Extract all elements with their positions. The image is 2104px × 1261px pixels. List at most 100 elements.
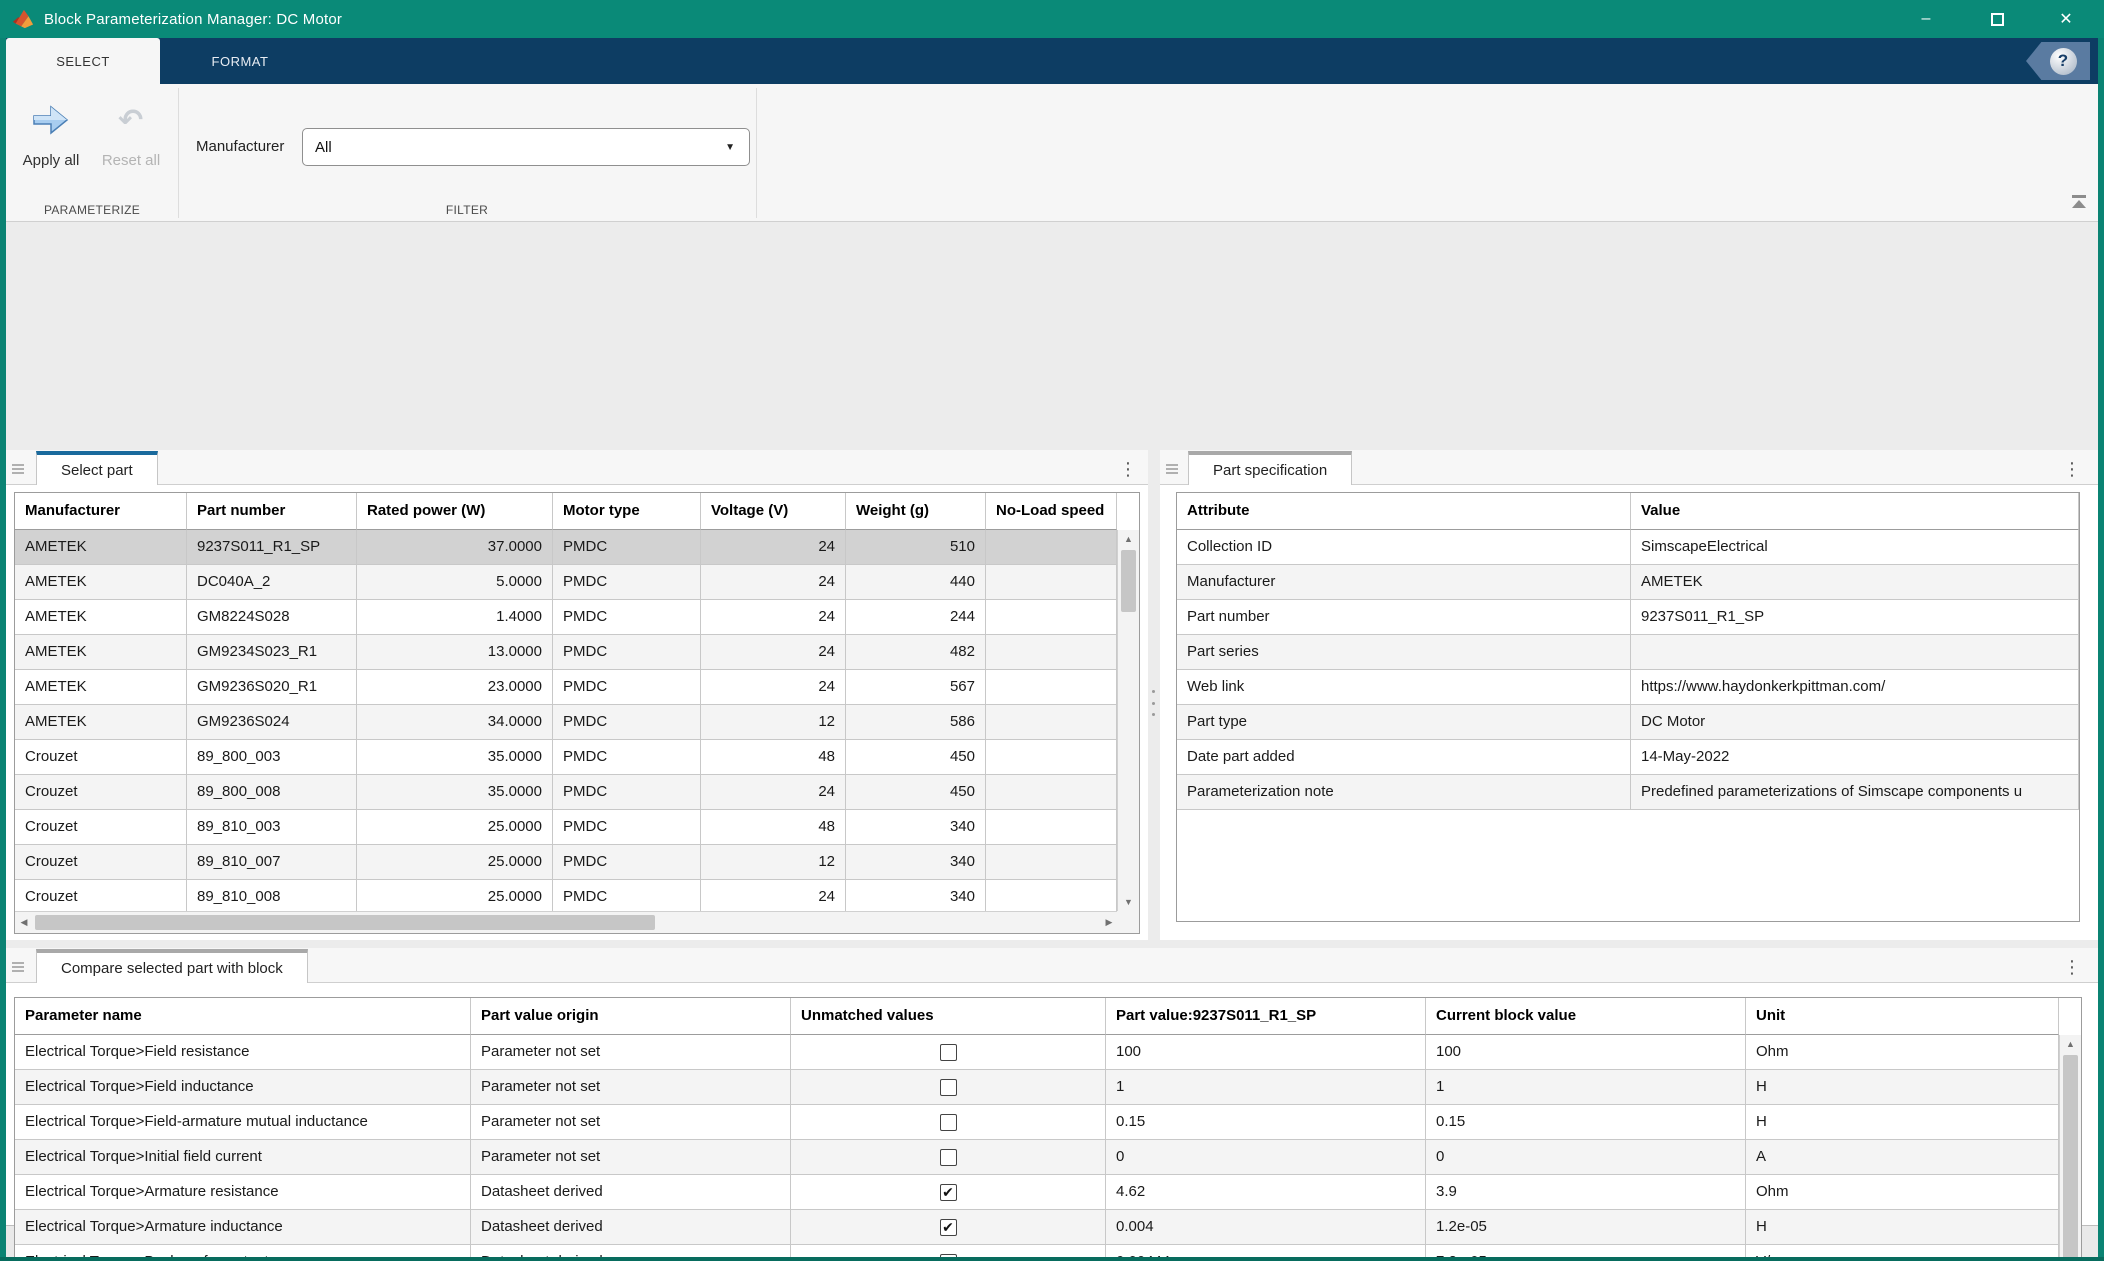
table-row[interactable]: Crouzet89_810_00325.0000PMDC48340: [15, 810, 1117, 845]
column-header[interactable]: Voltage (V): [701, 493, 846, 530]
reset-all-button[interactable]: ↷ Reset all: [92, 94, 170, 190]
no-load-speed-cell: [986, 600, 1117, 635]
help-icon: ?: [2050, 48, 2077, 75]
attribute-cell: Web link: [1177, 670, 1631, 705]
scrollbar-corner: [1117, 911, 1139, 933]
scrollbar-thumb[interactable]: [1121, 550, 1136, 612]
panel-drag-handle-icon[interactable]: [12, 960, 24, 974]
horizontal-scrollbar[interactable]: ◀ ▶: [15, 911, 1118, 933]
vertical-splitter[interactable]: [1148, 450, 1160, 940]
parameter-name-cell: Electrical Torque>Armature resistance: [15, 1175, 471, 1210]
table-row[interactable]: Crouzet89_800_00835.0000PMDC24450: [15, 775, 1117, 810]
unmatched-checkbox[interactable]: ✔: [940, 1254, 957, 1261]
motor-type-cell: PMDC: [553, 530, 701, 565]
column-header[interactable]: Part value origin: [471, 998, 791, 1035]
scrollbar-thumb[interactable]: [35, 915, 655, 930]
compare-table-header-row: Parameter namePart value originUnmatched…: [15, 998, 2059, 1035]
column-header[interactable]: Unmatched values: [791, 998, 1106, 1035]
value-cell: AMETEK: [1631, 565, 2079, 600]
table-row[interactable]: AMETEKGM9234S023_R113.0000PMDC24482: [15, 635, 1117, 670]
column-header[interactable]: Manufacturer: [15, 493, 187, 530]
weight-cell: 450: [846, 740, 986, 775]
table-row[interactable]: AMETEKGM9236S02434.0000PMDC12586: [15, 705, 1117, 740]
column-header[interactable]: Parameter name: [15, 998, 471, 1035]
minimize-button[interactable]: –: [1903, 0, 1949, 38]
scroll-left-icon[interactable]: ◀: [15, 912, 33, 933]
panel-drag-handle-icon[interactable]: [12, 462, 24, 476]
maximize-button[interactable]: [1974, 0, 2020, 38]
rated-power-cell: 35.0000: [357, 740, 553, 775]
column-header[interactable]: Unit: [1746, 998, 2059, 1035]
parameter-name-cell: Electrical Torque>Field inductance: [15, 1070, 471, 1105]
scrollbar-thumb[interactable]: [2063, 1055, 2078, 1261]
no-load-speed-cell: [986, 670, 1117, 705]
table-row: Electrical Torque>Initial field currentP…: [15, 1140, 2059, 1175]
attribute-cell: Date part added: [1177, 740, 1631, 775]
vertical-scrollbar[interactable]: ▲ ▼: [1117, 530, 1139, 911]
weight-cell: 482: [846, 635, 986, 670]
motor-type-cell: PMDC: [553, 810, 701, 845]
tab-compare[interactable]: Compare selected part with block: [36, 949, 308, 983]
current-block-value-cell: 1.2e-05: [1426, 1210, 1746, 1245]
table-row[interactable]: Crouzet89_810_00725.0000PMDC12340: [15, 845, 1117, 880]
table-row: Electrical Torque>Armature inductanceDat…: [15, 1210, 2059, 1245]
table-row[interactable]: Crouzet89_800_00335.0000PMDC48450: [15, 740, 1117, 775]
panel-menu-icon[interactable]: ⋮: [1118, 459, 1138, 480]
horizontal-splitter[interactable]: [0, 940, 2104, 948]
column-header[interactable]: Part number: [187, 493, 357, 530]
table-row[interactable]: AMETEKGM8224S0281.4000PMDC24244: [15, 600, 1117, 635]
unmatched-checkbox[interactable]: [940, 1114, 957, 1131]
panel-menu-icon[interactable]: ⋮: [2062, 459, 2082, 480]
panel-drag-handle-icon[interactable]: [1166, 462, 1178, 476]
unmatched-values-cell: [791, 1140, 1106, 1175]
tab-part-specification[interactable]: Part specification: [1188, 451, 1352, 485]
tab-select-part[interactable]: Select part: [36, 451, 158, 485]
table-row[interactable]: AMETEKDC040A_25.0000PMDC24440: [15, 565, 1117, 600]
collapse-toolstrip-button[interactable]: [2068, 195, 2090, 213]
unit-cell: Ohm: [1746, 1035, 2059, 1070]
table-row[interactable]: AMETEK9237S011_R1_SP37.0000PMDC24510: [15, 530, 1117, 565]
column-header[interactable]: Part value:9237S011_R1_SP: [1106, 998, 1426, 1035]
column-header[interactable]: Rated power (W): [357, 493, 553, 530]
no-load-speed-cell: [986, 810, 1117, 845]
scroll-down-icon[interactable]: ▼: [1118, 893, 1139, 911]
unmatched-checkbox[interactable]: [940, 1044, 957, 1061]
current-block-value-cell: 7.2e-05: [1426, 1245, 1746, 1261]
apply-all-button[interactable]: Apply all: [12, 94, 90, 190]
no-load-speed-cell: [986, 880, 1117, 915]
rated-power-cell: 13.0000: [357, 635, 553, 670]
main-area: Select part ⋮ ▲ ▼ ◀ ▶ ManufacturerPart n…: [0, 222, 2104, 1225]
no-load-speed-cell: [986, 740, 1117, 775]
tab-select[interactable]: SELECT: [6, 38, 160, 84]
unmatched-checkbox[interactable]: ✔: [940, 1184, 957, 1201]
voltage-cell: 24: [701, 530, 846, 565]
unmatched-checkbox[interactable]: [940, 1149, 957, 1166]
scroll-up-icon[interactable]: ▲: [2060, 1035, 2081, 1053]
column-header[interactable]: Current block value: [1426, 998, 1746, 1035]
unmatched-checkbox[interactable]: [940, 1079, 957, 1096]
manufacturer-dropdown[interactable]: All ▼: [302, 128, 750, 166]
voltage-cell: 48: [701, 740, 846, 775]
manufacturer-cell: Crouzet: [15, 775, 187, 810]
parameter-name-cell: Electrical Torque>Back-emf constant: [15, 1245, 471, 1261]
tab-format[interactable]: FORMAT: [160, 38, 320, 84]
window-title: Block Parameterization Manager: DC Motor: [44, 11, 342, 28]
column-header[interactable]: No-Load speed: [986, 493, 1117, 530]
vertical-scrollbar[interactable]: ▲ ▼: [2059, 1035, 2081, 1261]
part-number-cell: DC040A_2: [187, 565, 357, 600]
panel-menu-icon[interactable]: ⋮: [2062, 957, 2082, 978]
table-row: Electrical Torque>Back-emf constantDatas…: [15, 1245, 2059, 1261]
splitter-grip-icon: [1152, 690, 1156, 716]
table-row[interactable]: Crouzet89_810_00825.0000PMDC24340: [15, 880, 1117, 915]
rated-power-cell: 25.0000: [357, 845, 553, 880]
column-header[interactable]: Motor type: [553, 493, 701, 530]
title-bar: Block Parameterization Manager: DC Motor…: [0, 0, 2104, 38]
help-button[interactable]: ?: [2026, 42, 2090, 80]
attribute-cell: Parameterization note: [1177, 775, 1631, 810]
close-button[interactable]: ✕: [2043, 0, 2089, 38]
scroll-up-icon[interactable]: ▲: [1118, 530, 1139, 548]
column-header[interactable]: Weight (g): [846, 493, 986, 530]
scroll-right-icon[interactable]: ▶: [1100, 912, 1118, 933]
table-row[interactable]: AMETEKGM9236S020_R123.0000PMDC24567: [15, 670, 1117, 705]
unmatched-checkbox[interactable]: ✔: [940, 1219, 957, 1236]
